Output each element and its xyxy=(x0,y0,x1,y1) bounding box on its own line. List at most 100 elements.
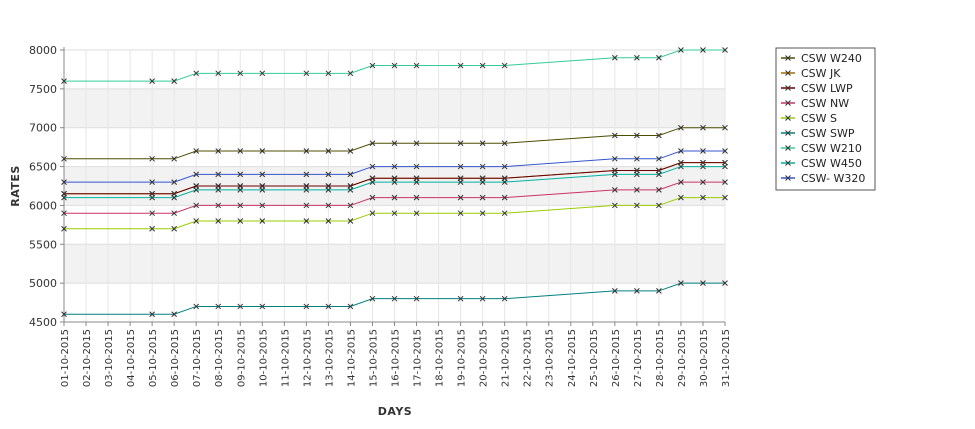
data-point-marker xyxy=(171,155,178,162)
data-point-marker xyxy=(237,187,244,193)
data-point-marker xyxy=(413,140,420,147)
data-point-marker xyxy=(700,124,706,131)
data-point-marker xyxy=(193,218,200,224)
legend-swatch-marker xyxy=(785,130,791,136)
data-point-marker xyxy=(325,187,332,193)
data-point-marker xyxy=(634,54,640,61)
y-tick-label: 6500 xyxy=(29,161,57,174)
data-point-marker xyxy=(391,140,398,147)
data-point-marker xyxy=(193,171,200,178)
data-point-marker xyxy=(237,171,244,178)
data-point-marker xyxy=(259,202,266,209)
data-point-marker xyxy=(457,210,464,217)
data-point-marker xyxy=(634,171,640,178)
legend-item-label: CSW W240 xyxy=(801,52,862,65)
data-point-marker xyxy=(171,78,178,84)
legend-item-label: CSW NW xyxy=(801,97,849,110)
data-point-marker xyxy=(611,54,618,61)
data-point-marker xyxy=(501,295,508,302)
data-point-marker xyxy=(171,194,178,201)
data-point-marker xyxy=(457,179,464,185)
legend: CSW W240 CSW JK CSW LWP CSW NW CSW S CSW SWP C… xyxy=(775,47,876,191)
data-point-marker xyxy=(259,303,266,310)
data-point-marker xyxy=(259,148,266,154)
data-point-marker xyxy=(413,295,420,302)
data-point-marker xyxy=(325,70,332,77)
data-point-marker xyxy=(413,179,420,185)
y-tick-label: 5000 xyxy=(29,277,57,290)
data-point-marker xyxy=(501,179,508,185)
series-group xyxy=(61,148,728,185)
data-point-marker xyxy=(347,148,354,154)
data-point-marker xyxy=(391,210,398,217)
data-point-marker xyxy=(259,187,266,193)
series-line xyxy=(64,127,725,160)
data-point-marker xyxy=(61,155,67,162)
data-point-marker xyxy=(347,70,354,77)
series-line xyxy=(64,181,725,214)
data-point-marker xyxy=(479,179,486,185)
data-point-marker xyxy=(149,78,155,84)
data-point-marker xyxy=(259,171,266,178)
series-group xyxy=(61,179,728,217)
legend-swatch-marker xyxy=(785,85,791,91)
x-tick-label: 28-10-2015 xyxy=(655,329,666,387)
data-point-marker xyxy=(457,295,464,302)
data-point-marker xyxy=(325,202,332,209)
data-point-marker xyxy=(391,163,398,170)
legend-swatch-marker xyxy=(785,70,791,76)
x-tick-label: 10-10-2015 xyxy=(258,329,269,387)
data-point-marker xyxy=(325,218,332,224)
x-tick-label: 01-10-2015 xyxy=(60,329,71,387)
data-point-marker xyxy=(259,70,266,77)
data-point-marker xyxy=(656,187,662,193)
series-layer xyxy=(61,47,728,318)
data-point-marker xyxy=(501,210,508,217)
x-tick-label: 20-10-2015 xyxy=(479,329,490,387)
data-point-marker xyxy=(237,148,244,154)
data-point-marker xyxy=(391,295,398,302)
data-point-marker xyxy=(149,225,155,232)
data-point-marker xyxy=(369,62,376,69)
data-point-marker xyxy=(259,218,266,224)
y-tick-label: 4500 xyxy=(29,316,57,329)
series-group xyxy=(61,47,728,84)
data-point-marker xyxy=(656,155,662,162)
data-point-marker xyxy=(501,163,508,170)
data-point-marker xyxy=(501,62,508,69)
x-tick-label: 29-10-2015 xyxy=(677,329,688,387)
x-tick-label: 25-10-2015 xyxy=(589,329,600,387)
x-tick-label: 04-10-2015 xyxy=(126,329,137,387)
data-point-marker xyxy=(722,47,728,53)
data-point-marker xyxy=(634,202,640,209)
series-line xyxy=(64,282,725,315)
legend-swatch-marker xyxy=(785,175,791,181)
data-point-marker xyxy=(678,179,684,185)
data-point-marker xyxy=(149,194,155,201)
data-point-marker xyxy=(700,47,706,53)
data-point-marker xyxy=(457,62,464,69)
data-point-marker xyxy=(171,210,178,217)
data-point-marker xyxy=(369,295,376,302)
data-point-marker xyxy=(325,171,332,178)
series-line xyxy=(64,197,725,230)
data-point-marker xyxy=(479,62,486,69)
x-tick-label: 16-10-2015 xyxy=(391,329,402,387)
data-point-marker xyxy=(303,148,310,154)
data-point-marker xyxy=(413,210,420,217)
data-point-marker xyxy=(171,225,178,232)
data-point-marker xyxy=(700,163,706,170)
legend-item-label: CSW LWP xyxy=(801,82,853,95)
series-group xyxy=(61,194,728,232)
data-point-marker xyxy=(237,202,244,209)
data-point-marker xyxy=(61,78,67,84)
data-point-marker xyxy=(457,194,464,201)
data-point-marker xyxy=(611,187,618,193)
data-point-marker xyxy=(215,303,222,310)
x-tick-label: 26-10-2015 xyxy=(611,329,622,387)
data-point-marker xyxy=(722,124,728,131)
x-tick-label: 18-10-2015 xyxy=(435,329,446,387)
data-point-marker xyxy=(149,155,155,162)
data-point-marker xyxy=(369,210,376,217)
